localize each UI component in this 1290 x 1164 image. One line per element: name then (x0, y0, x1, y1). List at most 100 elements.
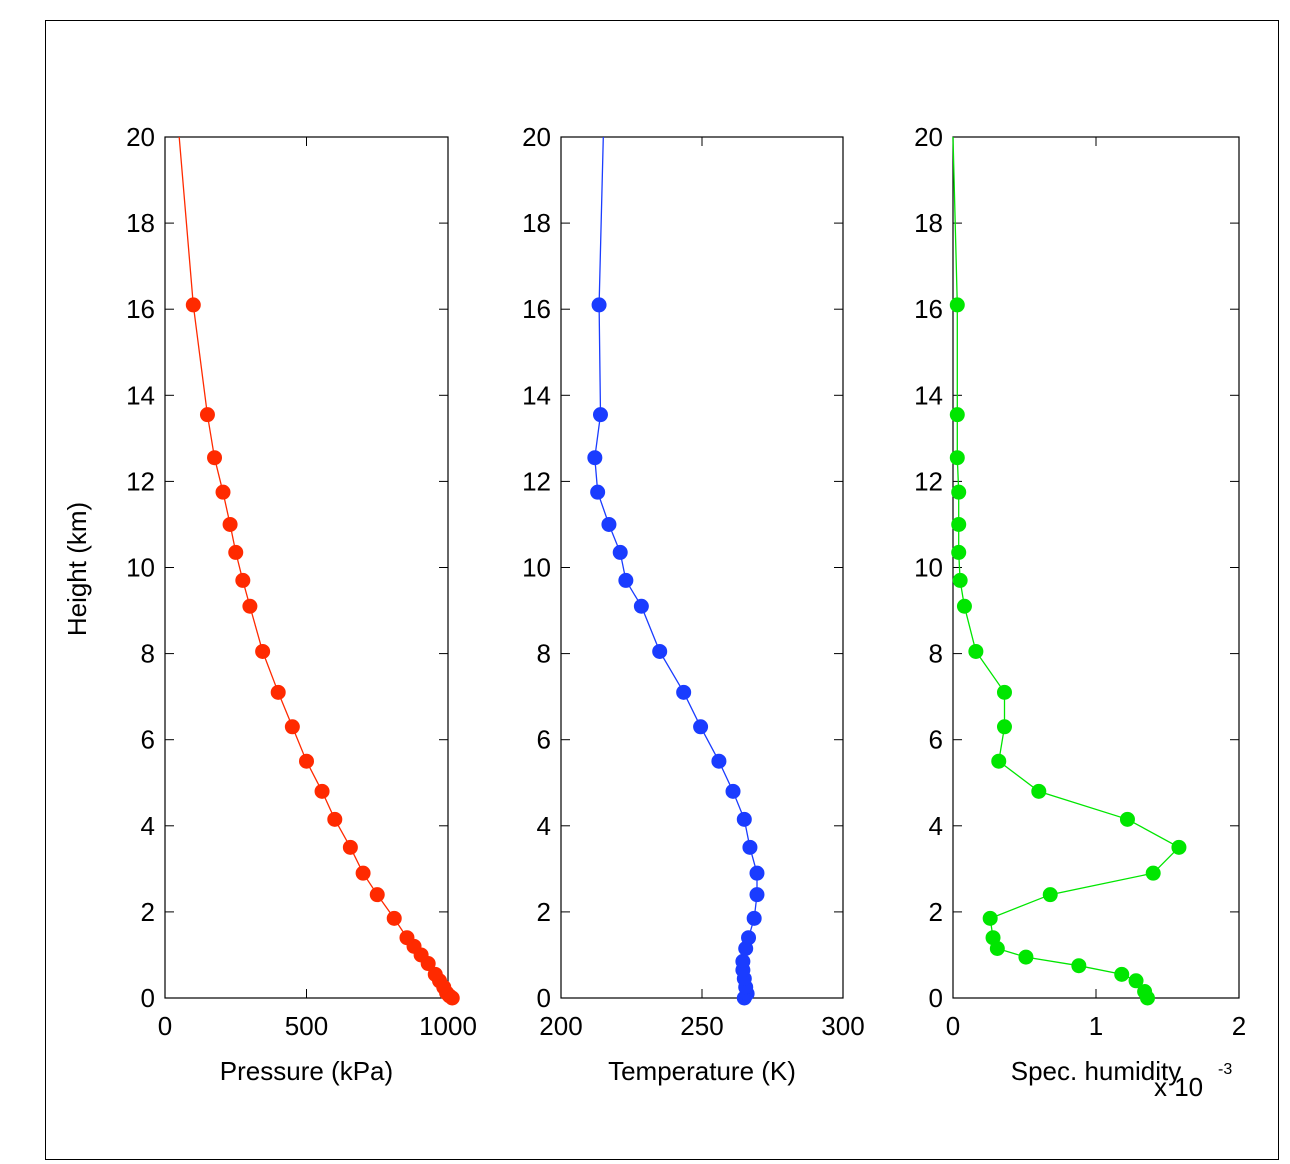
humidity-data-point (949, 450, 965, 466)
temperature-axes-box (560, 136, 844, 999)
temperature-data-point (592, 407, 608, 423)
temperature-ytick-label: 10 (522, 553, 551, 583)
pressure-x-axis-label: Pressure (kPa) (220, 1056, 393, 1086)
humidity-ytick-label: 12 (914, 466, 943, 496)
pressure-data-point (235, 572, 251, 588)
pressure-data-point (222, 516, 238, 532)
humidity-xtick-label: 0 (946, 1011, 960, 1041)
exponent-base: x 10 (1154, 1072, 1203, 1102)
temperature-data-point (742, 839, 758, 855)
pressure-data-point (255, 643, 271, 659)
temperature-ytick-label: 18 (522, 208, 551, 238)
temperature-ytick-label: 2 (537, 897, 551, 927)
humidity-ytick-label: 6 (929, 725, 943, 755)
humidity-ytick-label: 0 (929, 983, 943, 1013)
temperature-data-point (676, 684, 692, 700)
temperature-ytick-label: 8 (537, 639, 551, 669)
humidity-data-point (1042, 887, 1058, 903)
humidity-data-point (949, 407, 965, 423)
temperature-series-line (594, 136, 758, 999)
pressure-ytick-label: 6 (141, 725, 155, 755)
temperature-data-point (591, 297, 607, 313)
humidity-xtick-label: 2 (1232, 1011, 1246, 1041)
humidity-data-point (1119, 811, 1135, 827)
humidity-data-point (949, 297, 965, 313)
humidity-data-point (1018, 949, 1034, 965)
temperature-xtick-label: 300 (821, 1011, 864, 1041)
temperature-data-point (693, 719, 709, 735)
temperature-ytick-label: 20 (522, 122, 551, 152)
humidity-ytick-label: 18 (914, 208, 943, 238)
temperature-ytick-label: 4 (537, 811, 551, 841)
pressure-data-point (355, 865, 371, 881)
pressure-data-point (207, 450, 223, 466)
humidity-ytick-label: 2 (929, 897, 943, 927)
temperature-data-point (725, 783, 741, 799)
humidity-data-point (951, 544, 967, 560)
pressure-ytick-label: 12 (126, 466, 155, 496)
temperature-ytick-label: 0 (537, 983, 551, 1013)
pressure-ytick-label: 18 (126, 208, 155, 238)
humidity-ytick-label: 16 (914, 294, 943, 324)
humidity-data-point (1137, 984, 1153, 1000)
pressure-data-point (314, 783, 330, 799)
humidity-ytick-label: 10 (914, 553, 943, 583)
pressure-data-point (427, 966, 443, 982)
pressure-data-point (228, 544, 244, 560)
temperature-data-point (612, 544, 628, 560)
pressure-xtick-label: 1000 (419, 1011, 477, 1041)
pressure-xtick-label: 0 (158, 1011, 172, 1041)
pressure-data-point (342, 839, 358, 855)
temperature-data-point (736, 811, 752, 827)
temperature-ytick-label: 16 (522, 294, 551, 324)
pressure-panel: 0 2 4 6 8 10 12 14 16 18 20 0 500 1000 Pressure (kPa) (126, 122, 477, 1086)
temperature-ytick-label: 14 (522, 380, 551, 410)
pressure-ytick-label: 16 (126, 294, 155, 324)
pressure-data-point (386, 910, 402, 926)
pressure-ytick-label: 0 (141, 983, 155, 1013)
humidity-data-point (1114, 966, 1130, 982)
humidity-ytick-label: 20 (914, 122, 943, 152)
pressure-ytick-label: 8 (141, 639, 155, 669)
figure-window: Height (km) x 10 -3 0 2 4 6 8 10 12 14 16 18 20 0 50… (45, 20, 1279, 1160)
pressure-ytick-label: 20 (126, 122, 155, 152)
pressure-ytick-label: 14 (126, 380, 155, 410)
pressure-data-point (185, 297, 201, 313)
temperature-xtick-label: 200 (539, 1011, 582, 1041)
humidity-data-point (996, 719, 1012, 735)
pressure-data-point (242, 598, 258, 614)
temperature-data-point (746, 910, 762, 926)
humidity-data-point (996, 684, 1012, 700)
humidity-series-line (952, 136, 1180, 999)
humidity-data-point (1031, 783, 1047, 799)
pressure-ytick-label: 2 (141, 897, 155, 927)
humidity-ytick-label: 8 (929, 639, 943, 669)
exponent-power: -3 (1218, 1061, 1232, 1078)
temperature-data-point (735, 953, 751, 969)
pressure-data-point (327, 811, 343, 827)
temperature-ytick-label: 6 (537, 725, 551, 755)
humidity-data-point (968, 643, 984, 659)
temperature-data-point (749, 887, 765, 903)
humidity-data-point (951, 484, 967, 500)
temperature-data-point (741, 930, 757, 946)
temperature-data-point (587, 450, 603, 466)
pressure-data-point (299, 753, 314, 769)
humidity-data-point (951, 516, 967, 532)
temperature-data-point (601, 516, 617, 532)
temperature-ytick-label: 12 (522, 466, 551, 496)
temperature-data-point (652, 643, 668, 659)
humidity-data-point (956, 598, 972, 614)
exponent-note: x 10 -3 (1154, 1061, 1232, 1102)
pressure-data-point (215, 484, 231, 500)
humidity-data-point (952, 572, 968, 588)
y-axis-label: Height (km) (62, 502, 92, 636)
humidity-data-point (1128, 973, 1144, 989)
humidity-data-point (1071, 958, 1087, 974)
temperature-x-axis-label: Temperature (K) (608, 1056, 796, 1086)
temperature-data-point (711, 753, 727, 769)
temperature-data-point (618, 572, 634, 588)
